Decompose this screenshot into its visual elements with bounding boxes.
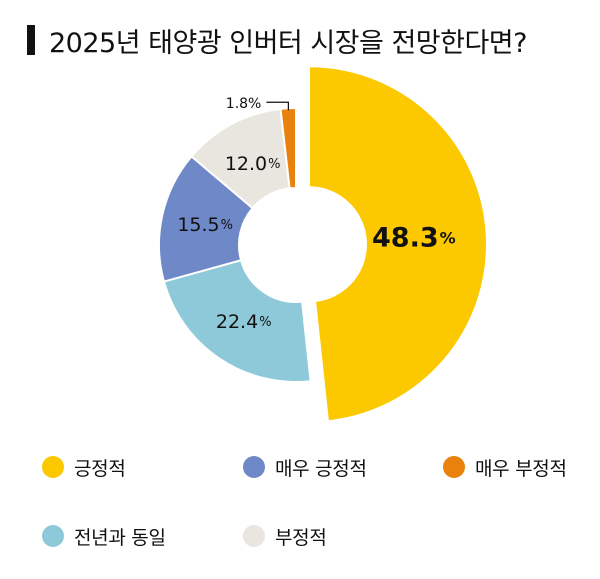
legend-label: 매우 긍정적 [275, 457, 367, 480]
slice-2 [162, 258, 312, 383]
slice-label-5: 1.8% [226, 96, 262, 112]
legend-swatch [443, 456, 465, 478]
legend-label: 매우 부정적 [475, 457, 567, 480]
legend-item: 긍정적 [42, 452, 126, 482]
slice-label-1: 48.3% [372, 222, 456, 253]
legend-item: 부정적 [243, 521, 327, 551]
legend-label: 긍정적 [74, 457, 126, 480]
chart-title: 2025년 태양광 인버터 시장을 전망한다면? [49, 27, 527, 59]
chart-title-row: 2025년 태양광 인버터 시장을 전망한다면? [27, 22, 527, 59]
slice-label-3: 15.5% [177, 213, 233, 235]
legend-swatch [42, 525, 64, 547]
slice-label-4: 12.0% [225, 152, 281, 174]
slice-1 [307, 65, 488, 423]
slice-5 [279, 106, 297, 190]
leader-line [266, 101, 289, 111]
legend-item: 전년과 동일 [42, 521, 166, 551]
legend-swatch [243, 456, 265, 478]
legend-item: 매우 부정적 [443, 452, 567, 482]
legend-swatch [42, 456, 64, 478]
slice-label-2: 22.4% [216, 310, 272, 332]
title-accent-bar [27, 25, 35, 55]
legend-label: 전년과 동일 [74, 526, 166, 549]
legend-label: 부정적 [275, 526, 327, 549]
legend-swatch [243, 525, 265, 547]
slice-3 [158, 154, 254, 283]
legend-item: 매우 긍정적 [243, 452, 367, 482]
